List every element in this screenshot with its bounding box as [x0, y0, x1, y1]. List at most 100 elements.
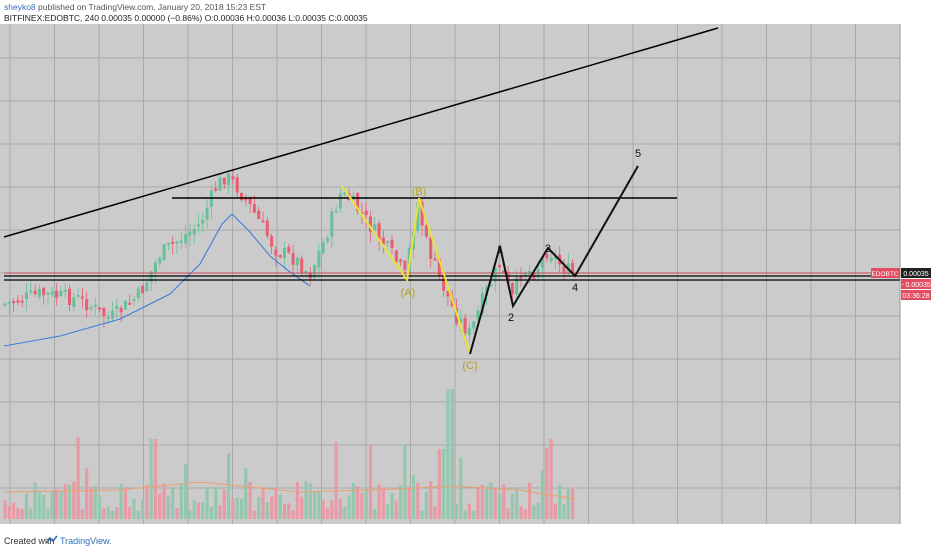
candle [541, 256, 544, 268]
candle [330, 211, 334, 237]
candle [252, 204, 256, 213]
volume-bar [334, 441, 338, 519]
candle [278, 255, 282, 258]
volume-bar [136, 510, 140, 519]
candle [7, 301, 11, 304]
candle [300, 258, 304, 274]
candle [171, 241, 175, 244]
candle [188, 231, 192, 236]
wave-label-corrective: (B) [412, 186, 427, 198]
volume-bar [196, 502, 201, 519]
volume-bar [437, 449, 441, 519]
candle [506, 272, 510, 284]
candle [321, 242, 325, 254]
candle [317, 251, 321, 268]
volume-bar [364, 490, 368, 519]
candle [433, 258, 437, 261]
volume-bar [252, 510, 256, 519]
volume-bar [446, 389, 450, 519]
candle [313, 265, 317, 278]
volume-bar [381, 487, 385, 519]
candle [274, 249, 278, 256]
candle [399, 259, 403, 262]
candle [515, 277, 519, 295]
wave-label-impulse: 2 [508, 312, 514, 324]
volume-bar [110, 510, 115, 519]
candle [270, 236, 274, 247]
volume-bar [278, 494, 282, 519]
volume-bar [450, 389, 454, 519]
candle [523, 273, 527, 277]
candle [128, 302, 132, 305]
volume-bar [347, 495, 351, 519]
candle [16, 300, 20, 303]
candle [106, 317, 110, 320]
candle [98, 307, 102, 310]
volume-bar [153, 439, 158, 519]
volume-bar [235, 497, 239, 519]
price-chart[interactable]: (A) (B) (C) 1 2 3 4 5 EDOBTC 0.00035 - 0.00035 03:… [0, 24, 932, 532]
volume-bar [390, 492, 394, 519]
tradingview-brand[interactable]: TradingView. [60, 536, 112, 546]
volume-bar [59, 491, 63, 519]
volume-bar [80, 509, 84, 519]
candle [437, 258, 441, 276]
volume-bar [295, 482, 299, 519]
candle [205, 207, 209, 220]
candle [115, 305, 119, 309]
candle [381, 237, 385, 245]
author-link[interactable]: sheyko8 [4, 2, 36, 12]
volume-bar [265, 502, 269, 519]
candle [218, 177, 222, 191]
volume-bar [454, 503, 459, 519]
candle [240, 192, 243, 201]
volume-bar [476, 488, 480, 519]
volume-bar [76, 437, 80, 519]
corrective-wave-path [341, 185, 471, 355]
candle [46, 292, 50, 295]
volume-bar [416, 483, 420, 519]
volume-bar [55, 489, 59, 519]
candle [295, 257, 299, 266]
volume-bar [304, 481, 308, 519]
candle [429, 237, 433, 259]
candle [175, 241, 179, 244]
candle [326, 237, 329, 242]
volume-bar [351, 482, 355, 519]
candle [37, 288, 41, 297]
volume-bar [98, 496, 102, 519]
candle [55, 290, 59, 298]
volume-bar [313, 490, 317, 519]
candle [257, 210, 261, 219]
candle [403, 260, 407, 270]
volume-bar [63, 483, 67, 519]
created-with-text: Created with [4, 536, 55, 546]
candle [459, 318, 463, 323]
volume-bar [338, 498, 342, 519]
candle [29, 290, 33, 293]
volume-bar [377, 484, 381, 519]
volume-bar [528, 482, 532, 519]
volume-bar [399, 485, 403, 519]
candle [343, 192, 347, 195]
candle [111, 310, 114, 319]
candle [20, 300, 24, 303]
volume-bar [201, 502, 205, 519]
volume-bar [545, 447, 549, 519]
volume-bar [214, 487, 218, 519]
volume-bar [562, 503, 566, 519]
volume-bar [459, 457, 463, 519]
volume-bar [93, 485, 97, 519]
volume-bar [282, 503, 287, 519]
volume-bar [536, 502, 540, 519]
volume-bar [128, 507, 132, 519]
volume-bar [510, 493, 514, 519]
candle [265, 220, 269, 237]
volume-bar [3, 500, 7, 519]
volume-bar [123, 488, 127, 519]
volume-bar [257, 496, 261, 519]
volume-bar [472, 510, 476, 519]
candle [227, 173, 231, 186]
volume-bar [179, 483, 183, 519]
wave-label-impulse: 4 [572, 282, 578, 294]
